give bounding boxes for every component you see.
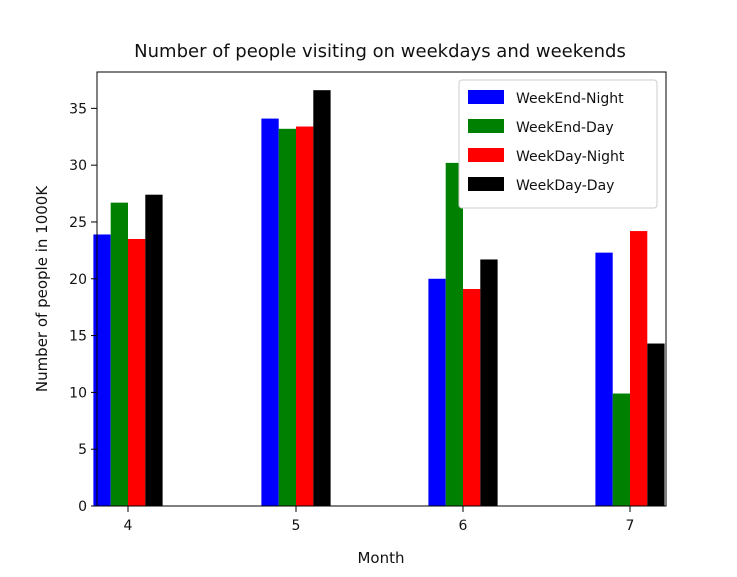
bar-weekday-night-7 <box>630 231 648 506</box>
bar-weekend-night-5 <box>261 118 279 506</box>
y-axis-label: Number of people in 1000K <box>33 185 51 392</box>
legend-label: WeekDay-Day <box>516 178 614 194</box>
legend-label: WeekEnd-Day <box>516 120 614 136</box>
bar-weekday-night-5 <box>296 126 314 506</box>
bar-weekday-night-6 <box>463 289 481 506</box>
legend-items: WeekEnd-Night WeekEnd-Day WeekDay-Night Wee… <box>468 90 625 194</box>
y-tick-label: 30 <box>69 158 87 174</box>
x-tick-label: 7 <box>626 518 635 534</box>
y-tick-label: 0 <box>78 499 87 515</box>
bar-weekday-night-4 <box>128 239 146 506</box>
x-tick-label: 4 <box>124 518 133 534</box>
bar-weekday-day-5 <box>313 90 331 507</box>
legend-swatch-weekend-night <box>468 90 504 104</box>
bar-weekday-day-6 <box>480 259 498 506</box>
bar-weekday-day-7 <box>647 343 665 506</box>
legend-label: WeekDay-Night <box>516 149 625 165</box>
bar-weekday-day-4 <box>145 194 163 506</box>
bar-weekend-day-7 <box>612 393 630 506</box>
y-tick-label: 35 <box>69 101 87 117</box>
legend-swatch-weekday-day <box>468 177 504 191</box>
plot-frame <box>96 71 667 507</box>
legend: WeekEnd-Night WeekEnd-Day WeekDay-Night Wee… <box>458 79 658 209</box>
legend-swatch-weekday-night <box>468 148 504 162</box>
legend-label: WeekEnd-Night <box>516 91 624 107</box>
x-axis: 4 5 6 7 <box>124 506 635 534</box>
x-axis-label: Month <box>357 549 404 567</box>
legend-swatch-weekend-day <box>468 119 504 133</box>
y-tick-label: 20 <box>69 272 87 288</box>
bar-weekend-night-4 <box>93 234 111 506</box>
bars-layer <box>93 90 665 507</box>
y-tick-label: 15 <box>69 329 87 345</box>
x-tick-label: 6 <box>459 518 468 534</box>
y-tick-label: 25 <box>69 215 87 231</box>
x-tick-label: 5 <box>292 518 301 534</box>
y-axis: 0 5 10 15 20 25 30 35 <box>69 101 97 515</box>
chart-title: Number of people visiting on weekdays an… <box>134 41 626 62</box>
y-tick-label: 10 <box>69 385 87 401</box>
bar-weekend-night-7 <box>595 252 613 506</box>
bar-weekend-day-4 <box>110 202 128 506</box>
bar-weekend-day-5 <box>278 128 296 506</box>
legend-box <box>458 79 658 209</box>
bar-weekend-night-6 <box>428 278 446 506</box>
y-tick-label: 5 <box>78 442 87 458</box>
bar-weekend-day-6 <box>445 162 463 506</box>
